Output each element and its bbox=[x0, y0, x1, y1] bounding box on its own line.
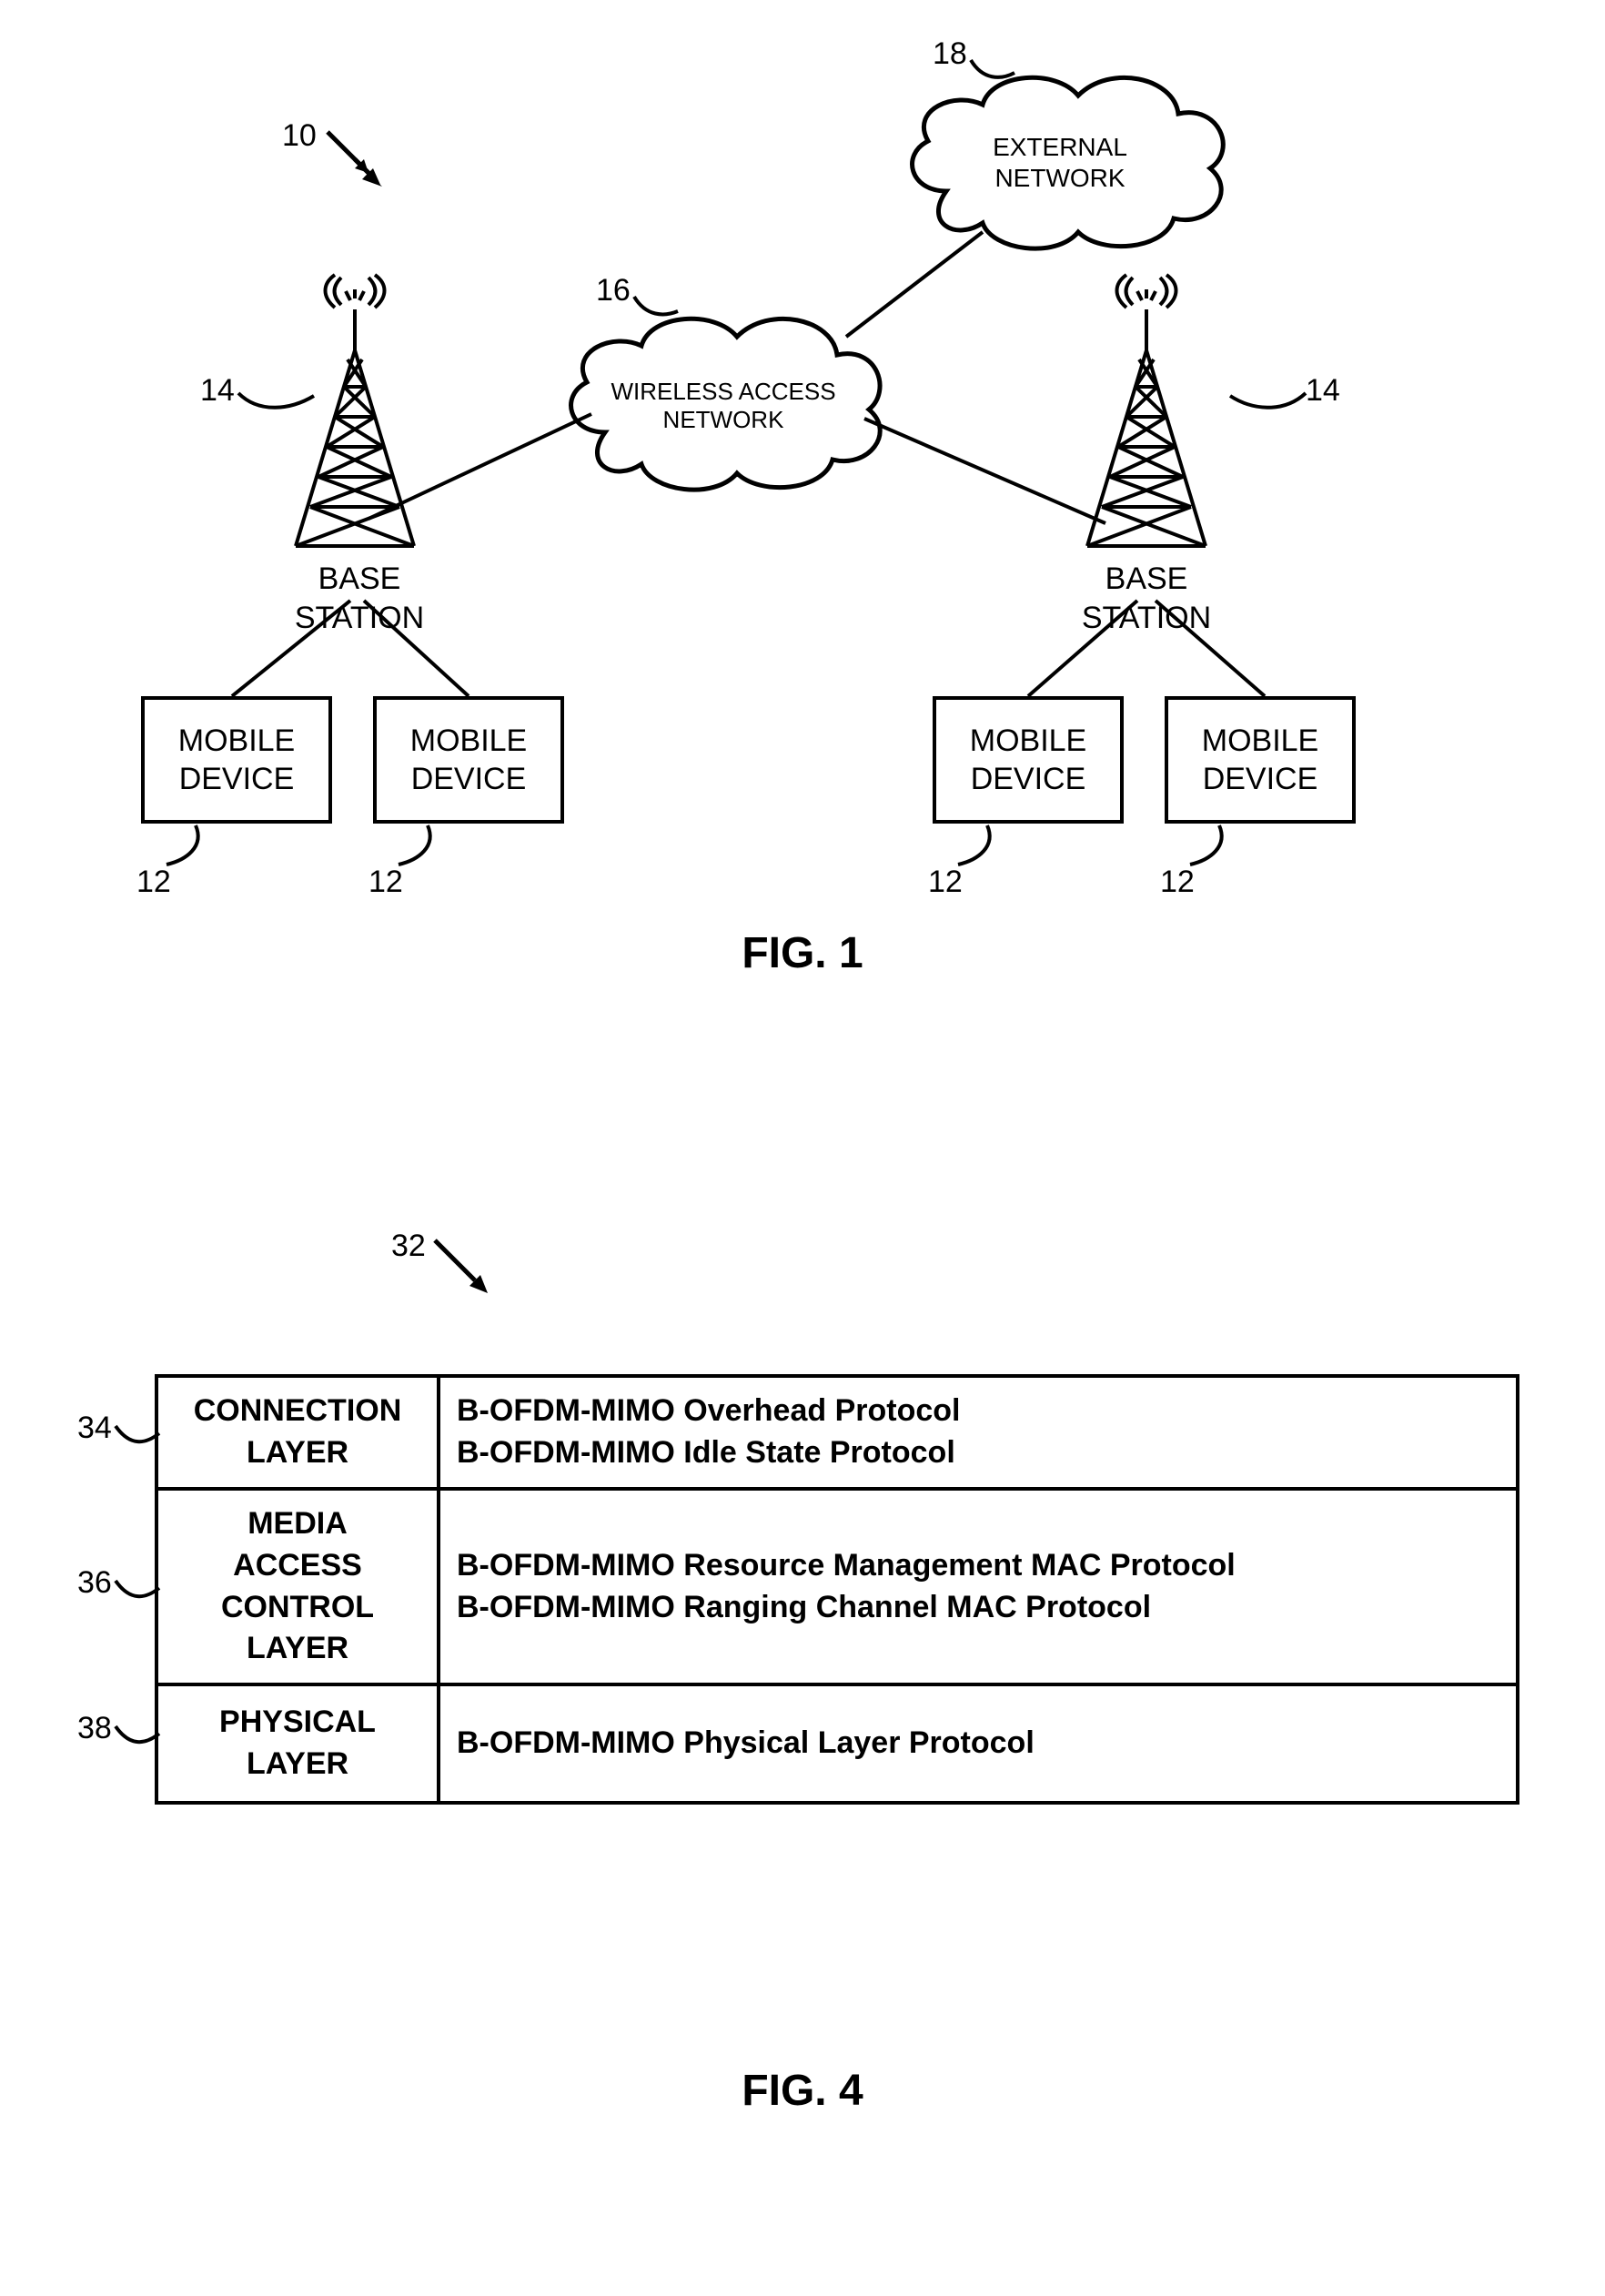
mobile-l1: MOBILE bbox=[377, 722, 560, 761]
ref-10-arrow bbox=[318, 123, 391, 196]
conn-l1: CONNECTION bbox=[194, 1393, 402, 1428]
ref-36: 36 bbox=[77, 1565, 112, 1601]
link-wan-bs-left bbox=[364, 410, 601, 528]
mobile-l2: DEVICE bbox=[145, 760, 328, 799]
ref-12-4: 12 bbox=[1160, 865, 1195, 900]
ref-32: 32 bbox=[391, 1229, 426, 1264]
wan-l1: WIRELESS ACCESS bbox=[611, 378, 835, 405]
mobile-device-3: MOBILE DEVICE bbox=[933, 696, 1124, 824]
ref-12-1: 12 bbox=[136, 865, 171, 900]
mac-d2: B-OFDM-MIMO Ranging Channel MAC Protocol bbox=[457, 1590, 1151, 1624]
ref-32-arrow bbox=[428, 1233, 500, 1306]
mobile-l1: MOBILE bbox=[936, 722, 1120, 761]
mac-l3: CONTROL bbox=[221, 1590, 374, 1624]
ref-36-lead bbox=[114, 1570, 164, 1611]
wan-label: WIRELESS ACCESS NETWORK bbox=[605, 378, 842, 434]
ref-38: 38 bbox=[77, 1711, 112, 1746]
connection-layer-desc: B-OFDM-MIMO Overhead Protocol B-OFDM-MIM… bbox=[439, 1376, 1518, 1489]
wan-l2: NETWORK bbox=[663, 406, 784, 433]
diagram-canvas: 10 EXTERNAL NETWORK 18 WIRELESS ACCESS N… bbox=[36, 36, 1569, 2260]
conn-l2: LAYER bbox=[247, 1435, 348, 1470]
ref-12-3: 12 bbox=[928, 865, 963, 900]
ref-10: 10 bbox=[282, 118, 317, 154]
ref-14-left-lead bbox=[237, 382, 318, 419]
mac-l4: LAYER bbox=[247, 1631, 348, 1665]
mobile-l2: DEVICE bbox=[1168, 760, 1352, 799]
ref-18: 18 bbox=[933, 36, 967, 72]
phy-d1: B-OFDM-MIMO Physical Layer Protocol bbox=[457, 1725, 1035, 1760]
mobile-device-4: MOBILE DEVICE bbox=[1165, 696, 1356, 824]
protocol-stack-table: CONNECTION LAYER B-OFDM-MIMO Overhead Pr… bbox=[155, 1374, 1519, 1805]
physical-layer-desc: B-OFDM-MIMO Physical Layer Protocol bbox=[439, 1684, 1518, 1803]
links-bs-left-mobiles bbox=[214, 596, 505, 705]
mac-l1: MEDIA bbox=[247, 1506, 348, 1541]
ref-14-left: 14 bbox=[200, 373, 235, 409]
ref-16-lead bbox=[632, 289, 687, 326]
ref-34: 34 bbox=[77, 1411, 112, 1446]
mobile-l1: MOBILE bbox=[145, 722, 328, 761]
conn-d2: B-OFDM-MIMO Idle State Protocol bbox=[457, 1435, 955, 1470]
row-mac: MEDIA ACCESS CONTROL LAYER B-OFDM-MIMO R… bbox=[156, 1489, 1518, 1685]
mac-layer-name: MEDIA ACCESS CONTROL LAYER bbox=[156, 1489, 439, 1685]
mobile-l1: MOBILE bbox=[1168, 722, 1352, 761]
external-network-label: EXTERNAL NETWORK bbox=[964, 132, 1156, 193]
ref-34-lead bbox=[114, 1415, 164, 1456]
ref-38-lead bbox=[114, 1715, 164, 1756]
physical-layer-name: PHYSICAL LAYER bbox=[156, 1684, 439, 1803]
row-connection: CONNECTION LAYER B-OFDM-MIMO Overhead Pr… bbox=[156, 1376, 1518, 1489]
ref-12-2: 12 bbox=[368, 865, 403, 900]
ref-14-right-lead bbox=[1228, 382, 1310, 419]
link-wan-bs-right bbox=[860, 414, 1115, 532]
link-wan-ext bbox=[837, 228, 1001, 346]
connection-layer-name: CONNECTION LAYER bbox=[156, 1376, 439, 1489]
links-bs-right-mobiles bbox=[1001, 596, 1292, 705]
mobile-l2: DEVICE bbox=[936, 760, 1120, 799]
fig4-title: FIG. 4 bbox=[36, 2066, 1569, 2116]
fig1-title: FIG. 1 bbox=[36, 928, 1569, 978]
mobile-l2: DEVICE bbox=[377, 760, 560, 799]
mac-l2: ACCESS bbox=[233, 1548, 362, 1583]
mobile-device-1: MOBILE DEVICE bbox=[141, 696, 332, 824]
mac-d1: B-OFDM-MIMO Resource Management MAC Prot… bbox=[457, 1548, 1236, 1583]
ext-net-l2: NETWORK bbox=[994, 164, 1125, 192]
ref-14-right: 14 bbox=[1306, 373, 1340, 409]
ext-net-l1: EXTERNAL bbox=[993, 133, 1127, 161]
conn-d1: B-OFDM-MIMO Overhead Protocol bbox=[457, 1393, 960, 1428]
phy-l1: PHYSICAL bbox=[219, 1704, 376, 1739]
ref-16: 16 bbox=[596, 273, 631, 308]
row-physical: PHYSICAL LAYER B-OFDM-MIMO Physical Laye… bbox=[156, 1684, 1518, 1803]
mac-layer-desc: B-OFDM-MIMO Resource Management MAC Prot… bbox=[439, 1489, 1518, 1685]
phy-l2: LAYER bbox=[247, 1746, 348, 1781]
ref-18-lead bbox=[969, 53, 1024, 89]
mobile-device-2: MOBILE DEVICE bbox=[373, 696, 564, 824]
